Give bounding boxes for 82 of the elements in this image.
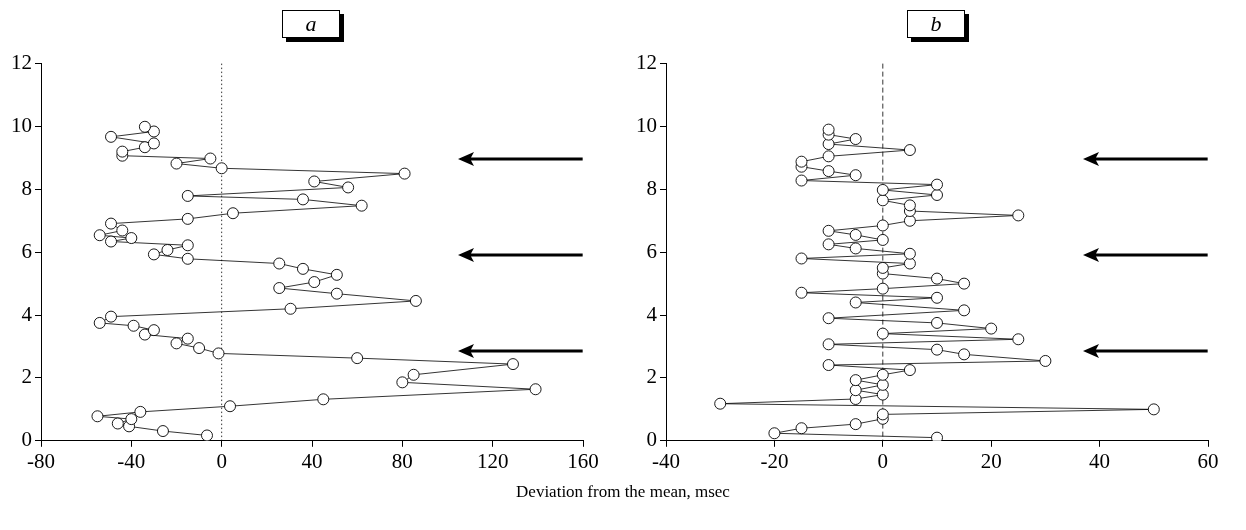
- y-tick-label: 10: [11, 112, 32, 137]
- y-tick-label: 2: [21, 364, 32, 389]
- y-tick-label: 4: [646, 301, 658, 326]
- point: [227, 207, 239, 220]
- point: [215, 162, 228, 175]
- point: [351, 352, 364, 365]
- point: [317, 393, 330, 406]
- point: [224, 400, 236, 413]
- x-tick-label: 160: [567, 448, 599, 473]
- point: [105, 217, 117, 230]
- y-tick-label: 6: [646, 238, 657, 263]
- point: [396, 376, 409, 389]
- point: [105, 310, 117, 323]
- point: [193, 342, 206, 355]
- x-tick-label: 0: [216, 448, 227, 473]
- chart-title: a: [282, 10, 340, 38]
- point: [507, 358, 519, 371]
- point: [181, 332, 194, 345]
- x-tick-label: -20: [760, 448, 789, 473]
- point: [111, 417, 124, 430]
- point: [181, 189, 194, 202]
- point: [105, 130, 117, 143]
- x-tick-label: 120: [476, 448, 509, 473]
- point: [273, 282, 286, 294]
- point: [529, 383, 542, 396]
- point: [308, 276, 321, 289]
- point: [181, 252, 194, 265]
- point: [147, 125, 160, 138]
- y-tick-label: 2: [646, 364, 657, 389]
- point: [204, 152, 217, 165]
- y-tick-label: 8: [21, 175, 32, 200]
- point: [355, 199, 368, 212]
- x-tick-label: 60: [1197, 448, 1219, 473]
- point: [409, 294, 422, 307]
- point: [181, 212, 194, 225]
- point: [127, 319, 140, 332]
- y-tick-label: 4: [21, 301, 33, 326]
- chart-title: b: [907, 10, 965, 38]
- point: [147, 324, 160, 337]
- point: [181, 239, 194, 252]
- x-axis-title: Deviation from the mean, msec: [515, 482, 731, 502]
- point: [212, 347, 225, 360]
- x-tick-label: 40: [1089, 448, 1111, 473]
- point: [170, 157, 183, 170]
- point: [297, 193, 309, 206]
- x-tick-label: -40: [117, 448, 146, 473]
- point: [138, 120, 151, 133]
- point: [91, 410, 104, 423]
- point: [93, 229, 106, 242]
- y-tick-label: 6: [21, 238, 32, 263]
- point: [161, 244, 174, 256]
- point: [342, 181, 355, 194]
- point: [125, 232, 138, 245]
- x-tick-label: 0: [877, 448, 889, 473]
- y-tick-label: 12: [636, 50, 657, 75]
- point: [273, 257, 286, 270]
- point: [125, 413, 138, 426]
- point: [138, 141, 151, 154]
- point: [138, 328, 151, 341]
- point: [147, 248, 160, 261]
- point: [134, 405, 147, 418]
- point: [297, 262, 309, 275]
- point: [201, 429, 213, 441]
- point: [407, 368, 420, 381]
- x-tick-label: 20: [980, 448, 1002, 473]
- point: [93, 316, 106, 329]
- point: [147, 137, 160, 150]
- point: [170, 337, 183, 350]
- y-tick-label: 10: [636, 112, 657, 137]
- point: [105, 235, 117, 248]
- y-tick-label: 12: [11, 50, 32, 75]
- point: [284, 302, 297, 315]
- point: [157, 425, 169, 438]
- point: [398, 167, 411, 180]
- x-tick-label: 40: [301, 448, 323, 473]
- point: [116, 145, 129, 158]
- point: [330, 268, 343, 281]
- point: [308, 175, 321, 188]
- x-tick-label: 80: [391, 448, 413, 473]
- point: [330, 287, 343, 300]
- y-tick-label: 8: [646, 175, 657, 200]
- point: [116, 224, 129, 237]
